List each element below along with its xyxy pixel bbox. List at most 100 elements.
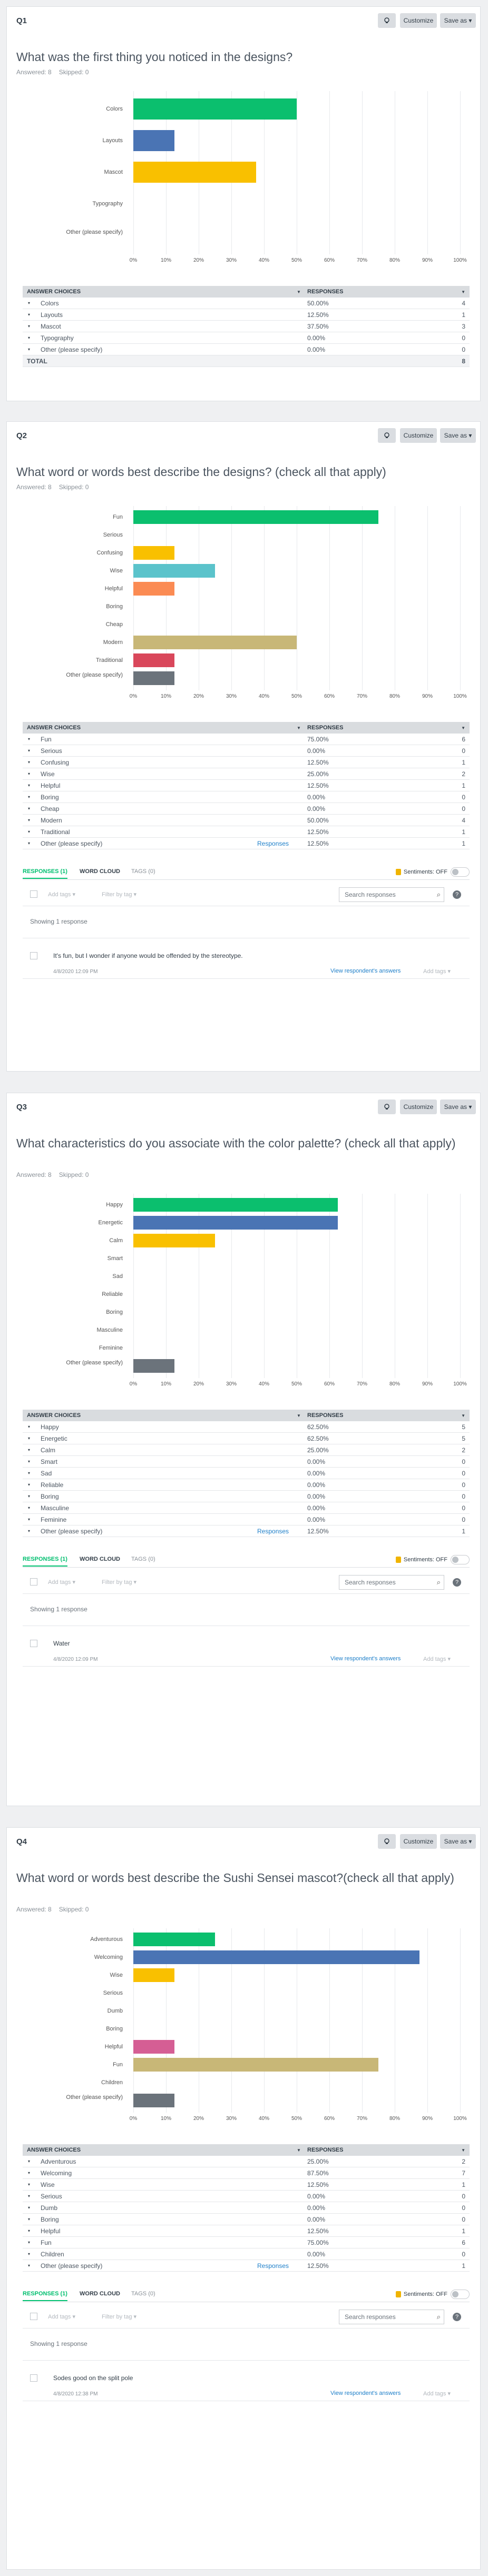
sentiments-toggle[interactable]: Sentiments: OFF	[395, 1555, 470, 1564]
caret-icon[interactable]: ▾	[28, 748, 31, 753]
sentiments-toggle[interactable]: Sentiments: OFF	[395, 2290, 470, 2299]
caret-icon[interactable]: ▾	[28, 2228, 31, 2233]
bulb-icon-button[interactable]	[378, 13, 396, 28]
caret-icon[interactable]: ▾	[28, 2263, 31, 2268]
help-icon[interactable]: ?	[453, 890, 461, 899]
tab-tags[interactable]: TAGS (0)	[131, 1556, 155, 1562]
view-respondent-answers-link[interactable]: View respondent's answers	[330, 1656, 401, 1662]
bulb-icon-button[interactable]	[378, 1099, 396, 1114]
caret-icon[interactable]: ▾	[28, 1505, 31, 1510]
tab-responses[interactable]: RESPONSES (1)	[23, 2291, 67, 2301]
caret-icon[interactable]: ▾	[28, 806, 31, 811]
tab-word-cloud[interactable]: WORD CLOUD	[80, 1556, 120, 1562]
select-all-checkbox[interactable]	[30, 1578, 37, 1586]
save-as-button[interactable]: Save as ▾	[440, 1099, 476, 1114]
response-checkbox[interactable]	[30, 952, 37, 959]
bar[interactable]	[133, 1359, 174, 1373]
bar[interactable]	[133, 1216, 338, 1230]
toggle-switch[interactable]	[451, 1555, 470, 1564]
caret-icon[interactable]: ▾	[28, 1459, 31, 1464]
add-tags-dropdown[interactable]: Add tags ▾	[423, 968, 451, 975]
caret-icon[interactable]: ▾	[28, 312, 31, 317]
sort-icon[interactable]: ▼	[461, 289, 465, 294]
responses-header[interactable]: RESPONSES	[307, 2147, 344, 2153]
sort-icon[interactable]: ▼	[297, 289, 301, 294]
caret-icon[interactable]: ▾	[28, 1517, 31, 1522]
bar[interactable]	[133, 564, 215, 578]
caret-icon[interactable]: ▾	[28, 783, 31, 788]
caret-icon[interactable]: ▾	[28, 301, 31, 305]
bar[interactable]	[133, 1968, 174, 1982]
caret-icon[interactable]: ▾	[28, 760, 31, 765]
select-all-checkbox[interactable]	[30, 890, 37, 898]
caret-icon[interactable]: ▾	[28, 1436, 31, 1441]
caret-icon[interactable]: ▾	[28, 841, 31, 846]
caret-icon[interactable]: ▾	[28, 1448, 31, 1452]
search-icon[interactable]: ⌕	[436, 890, 441, 898]
caret-icon[interactable]: ▾	[28, 2217, 31, 2222]
bar[interactable]	[133, 546, 174, 560]
response-checkbox[interactable]	[30, 2374, 37, 2382]
caret-icon[interactable]: ▾	[28, 771, 31, 776]
bar[interactable]	[133, 2058, 378, 2072]
toggle-switch[interactable]	[451, 867, 470, 877]
caret-icon[interactable]: ▾	[28, 2205, 31, 2210]
filter-by-tag-dropdown[interactable]: Filter by tag ▾	[102, 2314, 137, 2320]
response-checkbox[interactable]	[30, 1640, 37, 1647]
bar[interactable]	[133, 1234, 215, 1247]
responses-link[interactable]: Responses	[257, 2262, 289, 2270]
caret-icon[interactable]: ▾	[28, 1424, 31, 1429]
sort-icon[interactable]: ▼	[461, 2147, 465, 2153]
tab-word-cloud[interactable]: WORD CLOUD	[80, 868, 120, 875]
add-tags-dropdown[interactable]: Add tags ▾	[48, 891, 75, 898]
tab-tags[interactable]: TAGS (0)	[131, 868, 155, 875]
responses-link[interactable]: Responses	[257, 839, 289, 847]
bar[interactable]	[133, 1950, 419, 1964]
add-tags-dropdown[interactable]: Add tags ▾	[423, 1656, 451, 1662]
responses-header[interactable]: RESPONSES	[307, 289, 344, 295]
bar[interactable]	[133, 2094, 174, 2107]
caret-icon[interactable]: ▾	[28, 1482, 31, 1487]
save-as-button[interactable]: Save as ▾	[440, 1834, 476, 1849]
bar[interactable]	[133, 653, 174, 667]
customize-button[interactable]: Customize	[400, 13, 437, 28]
caret-icon[interactable]: ▾	[28, 818, 31, 823]
bar[interactable]	[133, 636, 297, 649]
tab-responses[interactable]: RESPONSES (1)	[23, 868, 67, 879]
answer-choices-header[interactable]: ANSWER CHOICES	[27, 2147, 81, 2153]
sort-icon[interactable]: ▼	[297, 1413, 301, 1418]
caret-icon[interactable]: ▾	[28, 2159, 31, 2164]
answer-choices-header[interactable]: ANSWER CHOICES	[27, 1412, 81, 1419]
caret-icon[interactable]: ▾	[28, 1529, 31, 1533]
bar[interactable]	[133, 510, 378, 524]
toggle-switch[interactable]	[451, 2290, 470, 2299]
caret-icon[interactable]: ▾	[28, 829, 31, 834]
caret-icon[interactable]: ▾	[28, 1494, 31, 1499]
bar[interactable]	[133, 582, 174, 596]
caret-icon[interactable]: ▾	[28, 1471, 31, 1475]
customize-button[interactable]: Customize	[400, 428, 437, 443]
responses-header[interactable]: RESPONSES	[307, 1412, 344, 1419]
filter-by-tag-dropdown[interactable]: Filter by tag ▾	[102, 1579, 137, 1586]
save-as-button[interactable]: Save as ▾	[440, 428, 476, 443]
sort-icon[interactable]: ▼	[297, 2147, 301, 2153]
caret-icon[interactable]: ▾	[28, 324, 31, 329]
bar[interactable]	[133, 1198, 338, 1212]
caret-icon[interactable]: ▾	[28, 2182, 31, 2187]
view-respondent-answers-link[interactable]: View respondent's answers	[330, 968, 401, 974]
responses-link[interactable]: Responses	[257, 1527, 289, 1535]
caret-icon[interactable]: ▾	[28, 2252, 31, 2256]
bar[interactable]	[133, 1933, 215, 1946]
bulb-icon-button[interactable]	[378, 428, 396, 443]
search-input[interactable]: Search responses ⌕	[339, 1575, 444, 1590]
answer-choices-header[interactable]: ANSWER CHOICES	[27, 289, 81, 295]
caret-icon[interactable]: ▾	[28, 795, 31, 799]
caret-icon[interactable]: ▾	[28, 2171, 31, 2175]
bar[interactable]	[133, 98, 297, 120]
caret-icon[interactable]: ▾	[28, 347, 31, 352]
sort-icon[interactable]: ▼	[461, 1413, 465, 1418]
bar[interactable]	[133, 130, 174, 151]
add-tags-dropdown[interactable]: Add tags ▾	[48, 2314, 75, 2320]
help-icon[interactable]: ?	[453, 1578, 461, 1587]
search-input[interactable]: Search responses ⌕	[339, 887, 444, 902]
